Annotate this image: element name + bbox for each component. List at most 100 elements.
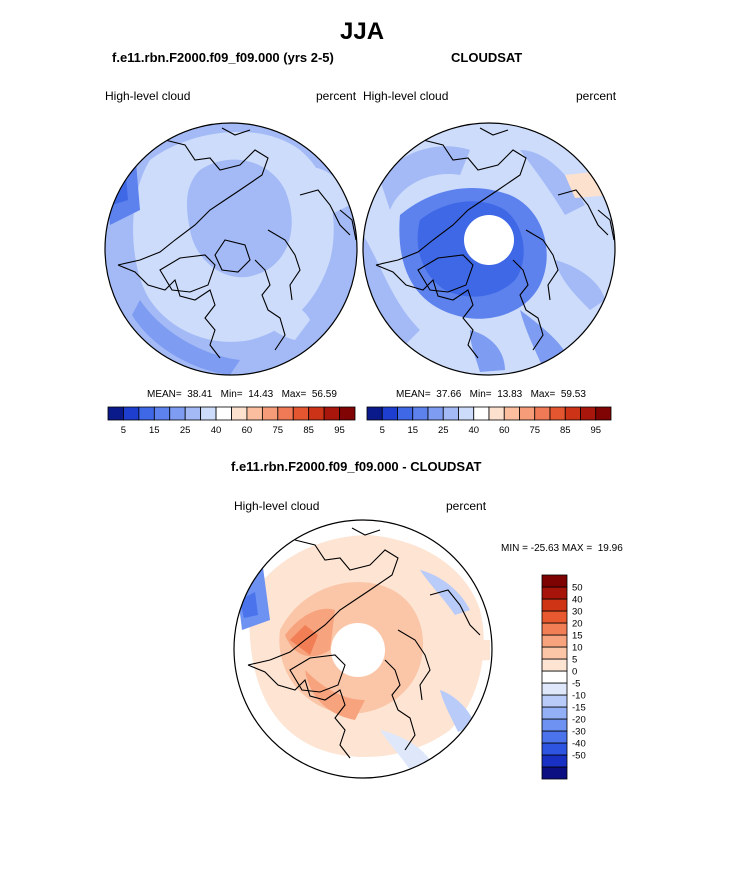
colorbar1-swatch [123,406,140,421]
colorbar3-tick-label: -40 [572,739,586,750]
colorbar1-swatch [153,406,171,421]
panel1-variable-label: High-level cloud [105,89,191,103]
colorbar3-tick-label: -50 [572,751,586,762]
colorbar1-tick-label: 85 [303,425,314,436]
colorbar1-swatch [339,406,356,421]
panel1-units-label: percent [316,89,357,103]
map2-frame [362,122,616,376]
panel3-min-label: MIN = [501,543,528,554]
colorbar2-tick-label: 60 [499,425,510,436]
colorbar1-swatch [308,406,325,421]
panel1-max-value: 56.59 [311,389,337,400]
panel3-min-value: -25.63 [530,543,560,554]
colorbar3-swatch [541,622,568,636]
panel2-min-label: Min= [469,389,492,400]
map2-coastlines [375,127,615,359]
colorbar3-swatch [541,646,568,660]
colorbar1-tick-label: 25 [180,425,191,436]
colorbar3-tick-label: -15 [572,703,586,714]
colorbar3-swatch [541,694,568,708]
colorbar3-tick-label: -10 [572,691,586,702]
panel1-mean-value: 38.41 [187,389,213,400]
colorbar3-swatch [541,682,568,696]
map3-group [233,519,493,779]
colorbar1: 5 15 25 40 60 75 85 95 [107,406,356,436]
colorbar2-swatch [519,406,536,421]
colorbar1-swatch [215,406,232,421]
map3-missing-data-hole [331,623,385,677]
colorbar2-tick-label: 15 [407,425,418,436]
map1-frame [104,122,358,376]
map1-field [105,123,357,375]
colorbar1-tick-label: 15 [149,425,160,436]
colorbar3-swatch [541,610,568,624]
panel1-stats: MEAN= 38.41 Min= 14.43 Max= 56.59 [147,390,337,400]
map2-group [362,122,616,376]
colorbar2-tick-label: 85 [560,425,571,436]
colorbar3-swatch [541,754,568,768]
colorbar2-swatch [442,406,459,421]
colorbar1-swatch [169,406,186,421]
map2-field [363,123,615,375]
colorbar3-tick-label: 40 [572,595,583,606]
colorbar1-swatch [200,406,217,421]
map2-missing-data-hole [464,215,514,265]
colorbar2-tick-label: 40 [468,425,479,436]
colorbar2-swatch [503,406,520,421]
colorbar1-swatch [138,406,155,421]
colorbar3-swatch [541,718,568,732]
figure-title: JJA [340,18,385,45]
panel1-max-label: Max= [281,389,307,400]
colorbar2-tick-label: 5 [380,425,385,436]
colorbar2-swatch [549,406,566,421]
colorbar3-tick-label: 20 [572,619,583,630]
colorbar3-swatch [541,634,568,648]
panel2-units-label: percent [576,89,617,103]
map1-coastlines [117,127,357,359]
colorbar1-swatch [184,406,202,421]
colorbar2: 5 15 25 40 60 75 85 95 [366,406,612,436]
colorbar2-swatch [458,406,475,421]
colorbar3-swatch [541,730,568,744]
panel3-variable-label: High-level cloud [234,499,320,513]
colorbar1-swatch [107,406,124,421]
panel3-units-label: percent [446,499,487,513]
panel1-mean-label: MEAN= [147,389,182,400]
colorbar3-tick-label: -5 [572,679,580,690]
colorbar1-swatch [292,406,310,421]
colorbar1-tick-label: 75 [273,425,284,436]
colorbar1-tick-label: 95 [334,425,345,436]
panel3-max-value: 19.96 [597,543,623,554]
colorbar2-swatch [366,406,383,421]
panel1-min-value: 14.43 [248,389,274,400]
panel1-min-label: Min= [220,389,243,400]
colorbar1-swatch [246,406,263,421]
colorbar2-tick-label: 25 [438,425,449,436]
colorbar2-swatch [473,406,490,421]
panel3-max-label: MAX = [561,543,593,554]
panel2-max-value: 59.53 [560,389,586,400]
colorbar3-swatch [541,598,568,612]
colorbar2-swatch [381,406,398,421]
colorbar1-tick-label: 60 [242,425,253,436]
panel2-max-label: Max= [530,389,556,400]
colorbar3-tick-label: 15 [572,631,583,642]
colorbar3-swatch [541,574,568,588]
colorbar3-tick-label: 30 [572,607,583,618]
colorbar2-swatch [488,406,505,421]
map3-coastlines [247,527,481,759]
colorbar2-swatch [534,406,551,421]
colorbar2-swatch [595,406,612,421]
colorbar3-tick-label: 10 [572,643,583,654]
colorbar3-swatch [541,658,568,672]
panel3-stats: MIN = -25.63 MAX = 19.96 [501,544,623,554]
colorbar3-tick-label: 0 [572,667,577,678]
colorbar3-swatch [541,706,568,720]
colorbar3-tick-label: 50 [572,583,583,594]
colorbar3-tick-label: -30 [572,727,586,738]
panel2-mean-value: 37.66 [436,389,462,400]
colorbar3-swatch [541,766,568,780]
colorbar3-tick-label: -20 [572,715,586,726]
colorbar1-swatch [231,406,248,421]
